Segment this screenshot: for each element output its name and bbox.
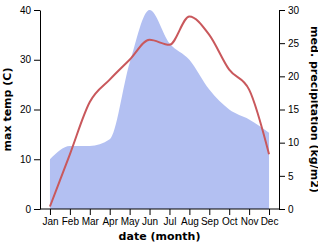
tick: 40 (20, 5, 40, 16)
tick-label: Jul (164, 216, 177, 227)
tick-label: 40 (20, 5, 32, 16)
tick-mark (189, 209, 190, 215)
tick-label: 10 (20, 154, 32, 165)
plot-area (50, 10, 269, 209)
precipitation-area (50, 10, 269, 209)
tick-mark (249, 209, 250, 215)
tick-label: Aug (181, 216, 199, 227)
tick-mark (90, 209, 91, 215)
tick: 15 (279, 104, 300, 115)
tick-mark (150, 209, 151, 215)
tick-mark (279, 76, 285, 77)
tick-label: 15 (288, 104, 300, 115)
x-axis-title: date (month) (119, 230, 201, 243)
temperature-line (50, 16, 269, 206)
tick-label: 0 (25, 204, 31, 215)
x-axis: Jan FebMarAprMayJun Jul AugSepOctNovDec (40, 209, 279, 227)
tick-mark (34, 60, 40, 61)
y-axis-title: max temp (C) (1, 68, 14, 152)
tick-mark (130, 209, 131, 215)
tick-label: Sep (201, 216, 219, 227)
tick: 20 (20, 104, 40, 115)
tick-label: 0 (288, 204, 294, 215)
tick-mark (169, 209, 170, 215)
tick-label: 5 (288, 171, 294, 182)
tick-mark (50, 209, 51, 215)
tick-label: 25 (288, 38, 300, 49)
tick: Apr (102, 209, 118, 227)
tick-mark (34, 10, 40, 11)
tick: Aug (181, 209, 199, 227)
tick-label: Nov (241, 216, 259, 227)
tick-label: Feb (62, 216, 80, 227)
tick-label: May (121, 216, 140, 227)
tick-mark (110, 209, 111, 215)
tick: 30 (279, 5, 300, 16)
tick-mark (279, 143, 285, 144)
tick-label: 10 (288, 137, 300, 148)
tick-mark (34, 209, 40, 210)
tick-label: Mar (82, 216, 100, 227)
tick-mark (269, 209, 270, 215)
axis-line (40, 11, 41, 210)
y2-axis: 0 5 10 15 20 25 30 (279, 5, 300, 215)
tick: 10 (20, 154, 40, 165)
tick: Dec (261, 209, 279, 227)
tick: Sep (201, 209, 219, 227)
tick-mark (279, 110, 285, 111)
tick-mark (279, 10, 285, 11)
tick: 20 (279, 71, 300, 82)
tick: 0 (279, 204, 294, 215)
tick-mark (279, 176, 285, 177)
tick-label: Oct (222, 216, 238, 227)
tick-mark (34, 110, 40, 111)
tick: 0 (25, 204, 40, 215)
y-axis: 0 10 20 30 40 (20, 5, 41, 215)
tick: 30 (20, 54, 40, 65)
tick: 5 (279, 171, 294, 182)
axis-line (40, 209, 279, 210)
tick: Nov (241, 209, 259, 227)
tick-mark (279, 209, 285, 210)
tick-mark (70, 209, 71, 215)
tick-mark (279, 43, 285, 44)
tick-label: 20 (20, 104, 32, 115)
tick: 25 (279, 38, 300, 49)
tick: Jun (142, 209, 158, 227)
tick-mark (229, 209, 230, 215)
chart: Jan FebMarAprMayJun Jul AugSepOctNovDec 0 10 2… (0, 0, 318, 247)
tick: 10 (279, 137, 300, 148)
tick-mark (34, 159, 40, 160)
tick-label: 30 (288, 5, 300, 16)
tick-label: Dec (261, 216, 279, 227)
tick: May (121, 209, 140, 227)
tick-mark (209, 209, 210, 215)
tick-label: Jun (142, 216, 158, 227)
tick: Jan (42, 209, 58, 227)
tick-label: Apr (102, 216, 118, 227)
tick: Mar (82, 209, 100, 227)
tick-label: Jan (42, 216, 58, 227)
y2-axis-title: med. precipitation (kg/m2) (308, 26, 318, 193)
tick-label: 20 (288, 71, 300, 82)
tick-label: 30 (20, 54, 32, 65)
tick: Feb (62, 209, 80, 227)
tick: Oct (222, 209, 238, 227)
tick: Jul (164, 209, 177, 227)
